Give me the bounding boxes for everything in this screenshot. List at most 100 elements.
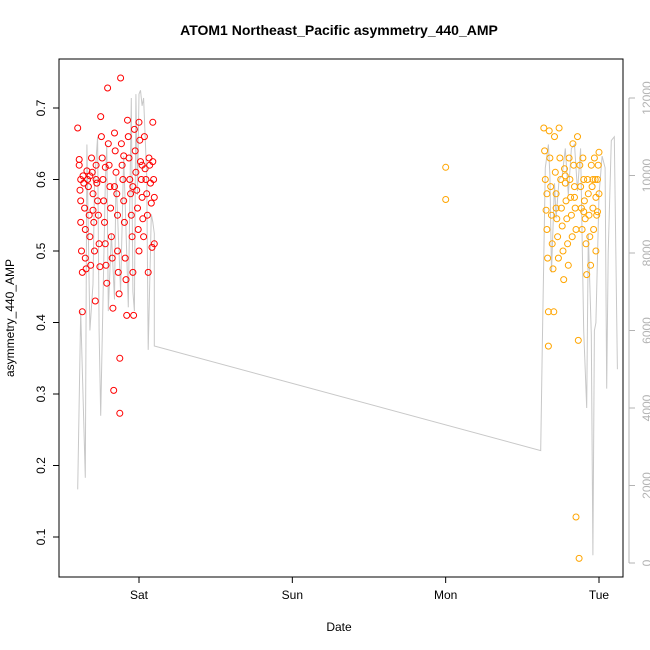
data-point xyxy=(594,176,601,183)
y-tick-label: 0.6 xyxy=(34,171,48,188)
data-point xyxy=(130,311,138,319)
data-point xyxy=(564,240,572,248)
data-point xyxy=(81,254,89,262)
data-point xyxy=(580,176,588,183)
y2-tick-label: 8000 xyxy=(640,239,650,266)
data-point xyxy=(86,172,94,180)
data-point xyxy=(88,168,96,176)
data-point xyxy=(580,208,588,216)
data-point xyxy=(562,197,570,205)
data-point xyxy=(557,204,565,212)
data-point xyxy=(561,179,569,187)
data-point xyxy=(145,154,153,162)
data-point xyxy=(121,254,129,262)
data-point xyxy=(92,161,100,169)
data-point xyxy=(595,148,603,156)
y2-axis: 0 2000 4000 6000 8000 10000 12000 xyxy=(628,81,650,566)
data-point xyxy=(124,116,131,124)
data-point xyxy=(127,190,135,198)
data-point xyxy=(128,233,136,241)
data-point xyxy=(147,199,155,207)
data-point xyxy=(549,265,557,273)
data-point xyxy=(594,208,601,216)
data-point xyxy=(115,290,123,298)
data-point xyxy=(76,186,84,194)
data-point xyxy=(552,190,560,198)
data-point xyxy=(135,118,143,126)
y2-tick-label: 0 xyxy=(640,559,650,566)
data-point xyxy=(75,161,83,169)
data-point xyxy=(545,127,553,135)
data-point xyxy=(78,247,85,255)
data-point xyxy=(567,211,575,219)
data-point xyxy=(114,268,122,276)
data-point xyxy=(547,183,555,191)
data-point xyxy=(563,215,571,223)
data-point xyxy=(587,261,595,269)
data-point xyxy=(542,206,550,214)
data-point xyxy=(140,233,148,241)
data-point xyxy=(99,176,107,183)
data-point xyxy=(88,154,95,162)
data-point xyxy=(592,247,600,255)
data-point xyxy=(565,154,573,162)
data-point xyxy=(137,176,145,183)
data-point xyxy=(577,183,585,191)
data-point xyxy=(551,168,559,176)
data-point xyxy=(548,240,556,248)
data-point xyxy=(591,176,599,183)
data-point xyxy=(77,176,85,183)
data-point xyxy=(78,268,86,276)
data-point xyxy=(584,190,592,198)
data-point xyxy=(136,136,144,144)
data-point xyxy=(127,211,135,219)
data-point xyxy=(149,158,157,166)
data-point xyxy=(139,215,147,223)
data-point xyxy=(593,211,601,219)
data-point xyxy=(111,129,118,137)
data-point xyxy=(442,163,450,171)
data-point xyxy=(81,226,89,233)
data-point xyxy=(555,124,563,132)
data-point xyxy=(98,154,106,162)
data-point xyxy=(541,147,549,155)
data-point xyxy=(130,125,138,133)
data-point xyxy=(85,211,93,219)
data-point xyxy=(544,308,552,316)
data-point xyxy=(81,204,89,212)
data-point xyxy=(109,304,117,312)
data-point xyxy=(94,211,102,219)
data-point xyxy=(546,154,554,162)
data-point xyxy=(575,554,583,562)
data-point xyxy=(123,311,131,319)
data-point xyxy=(579,154,587,162)
data-point xyxy=(442,196,450,203)
data-point xyxy=(120,152,128,160)
data-point xyxy=(590,154,598,162)
data-point xyxy=(89,190,97,198)
data-point xyxy=(540,124,548,132)
data-point xyxy=(114,211,121,219)
points-layer xyxy=(74,74,603,562)
data-point xyxy=(150,240,158,248)
data-point xyxy=(102,261,110,269)
data-point xyxy=(137,158,144,166)
data-point xyxy=(589,204,597,212)
data-point xyxy=(135,247,143,255)
data-point xyxy=(138,193,146,201)
data-point xyxy=(104,140,112,148)
data-point xyxy=(134,204,141,212)
data-point xyxy=(124,133,132,141)
data-point xyxy=(78,308,86,316)
data-point xyxy=(595,190,603,198)
data-point xyxy=(105,161,113,169)
data-point xyxy=(111,183,118,191)
data-point xyxy=(95,240,103,248)
data-point xyxy=(571,183,578,191)
data-point xyxy=(108,254,116,262)
data-point xyxy=(89,206,97,214)
data-point xyxy=(120,218,128,226)
data-point xyxy=(544,342,552,350)
data-point xyxy=(74,124,82,132)
